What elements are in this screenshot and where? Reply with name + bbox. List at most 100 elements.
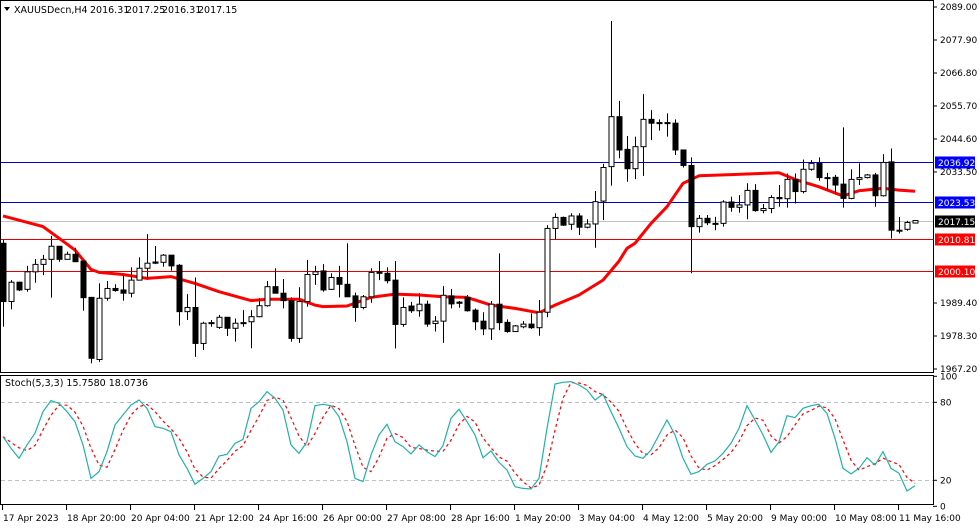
- candle[interactable]: [24, 265, 31, 292]
- candle[interactable]: [592, 190, 599, 248]
- candle[interactable]: [728, 196, 735, 212]
- candle[interactable]: [448, 289, 455, 309]
- candle[interactable]: [488, 300, 495, 340]
- candle[interactable]: [656, 119, 663, 131]
- candle[interactable]: [512, 325, 519, 333]
- candle[interactable]: [432, 316, 439, 332]
- candle[interactable]: [280, 278, 287, 309]
- candle[interactable]: [200, 321, 207, 350]
- candle[interactable]: [56, 245, 63, 262]
- candle[interactable]: [800, 159, 807, 194]
- candle[interactable]: [744, 183, 751, 220]
- candle[interactable]: [136, 257, 143, 281]
- candle[interactable]: [576, 213, 583, 235]
- candle[interactable]: [824, 172, 831, 191]
- candle[interactable]: [888, 148, 895, 239]
- candle[interactable]: [896, 216, 903, 234]
- candle[interactable]: [632, 136, 639, 180]
- candle[interactable]: [840, 127, 847, 208]
- candle[interactable]: [584, 219, 591, 229]
- candle[interactable]: [216, 314, 223, 329]
- candle[interactable]: [376, 261, 383, 281]
- candle[interactable]: [320, 264, 327, 292]
- candle[interactable]: [176, 264, 183, 326]
- stochastic-panel[interactable]: Stoch(5,3,3) 15.7580 18.0736: [0, 375, 934, 505]
- candle[interactable]: [536, 300, 543, 336]
- candle[interactable]: [664, 113, 671, 137]
- candle[interactable]: [400, 297, 407, 327]
- candle[interactable]: [8, 280, 15, 310]
- candle[interactable]: [848, 169, 855, 200]
- candle[interactable]: [480, 312, 487, 336]
- candle[interactable]: [464, 294, 471, 312]
- candle[interactable]: [904, 220, 911, 231]
- candle[interactable]: [96, 283, 103, 362]
- collapse-triangle-icon[interactable]: [4, 7, 10, 11]
- candle[interactable]: [360, 294, 367, 310]
- candle[interactable]: [912, 220, 919, 224]
- candle[interactable]: [224, 316, 231, 337]
- candle[interactable]: [88, 296, 95, 364]
- candle[interactable]: [672, 119, 679, 156]
- candle[interactable]: [272, 268, 279, 294]
- candle[interactable]: [192, 277, 199, 357]
- candle[interactable]: [752, 184, 759, 212]
- candle[interactable]: [528, 313, 535, 329]
- candle[interactable]: [552, 213, 559, 240]
- candle[interactable]: [80, 260, 87, 311]
- candle[interactable]: [112, 284, 119, 292]
- candle[interactable]: [40, 254, 47, 276]
- candle[interactable]: [296, 287, 303, 343]
- candle[interactable]: [408, 301, 415, 313]
- candle[interactable]: [256, 298, 263, 318]
- candle[interactable]: [832, 174, 839, 195]
- price-panel[interactable]: XAUUSDecn,H4 2016.31 2017.25 2016.31 201…: [0, 0, 934, 373]
- candle[interactable]: [600, 163, 607, 221]
- candle[interactable]: [104, 281, 111, 301]
- candle[interactable]: [504, 319, 511, 333]
- candle[interactable]: [616, 100, 623, 159]
- candle[interactable]: [696, 215, 703, 233]
- candle[interactable]: [640, 94, 647, 176]
- candle[interactable]: [608, 20, 615, 186]
- candle[interactable]: [312, 265, 319, 285]
- candle[interactable]: [344, 243, 351, 298]
- candle[interactable]: [64, 251, 71, 260]
- candle[interactable]: [416, 293, 423, 317]
- candle[interactable]: [456, 300, 463, 308]
- candle[interactable]: [776, 185, 783, 207]
- candle[interactable]: [336, 265, 343, 298]
- candle[interactable]: [248, 310, 255, 349]
- candle[interactable]: [240, 310, 247, 327]
- candle[interactable]: [792, 173, 799, 204]
- candle[interactable]: [736, 195, 743, 213]
- candle[interactable]: [648, 110, 655, 141]
- candle[interactable]: [184, 294, 191, 320]
- candle[interactable]: [0, 239, 7, 327]
- candle[interactable]: [760, 204, 767, 214]
- candle[interactable]: [680, 149, 687, 168]
- candle[interactable]: [560, 216, 567, 227]
- candle[interactable]: [152, 245, 159, 265]
- candle[interactable]: [120, 275, 127, 301]
- candle[interactable]: [880, 154, 887, 197]
- candle[interactable]: [472, 308, 479, 331]
- candle[interactable]: [144, 234, 151, 280]
- candle[interactable]: [72, 247, 79, 263]
- candle[interactable]: [816, 157, 823, 181]
- candle[interactable]: [368, 268, 375, 303]
- candle[interactable]: [856, 163, 863, 186]
- candle[interactable]: [288, 297, 295, 342]
- candle[interactable]: [544, 225, 551, 318]
- candle[interactable]: [688, 157, 695, 274]
- candle[interactable]: [424, 300, 431, 327]
- candle[interactable]: [384, 267, 391, 284]
- candle[interactable]: [496, 253, 503, 331]
- candle[interactable]: [328, 273, 335, 290]
- candle[interactable]: [784, 173, 791, 208]
- candle[interactable]: [352, 292, 359, 322]
- candle[interactable]: [704, 215, 711, 226]
- candle[interactable]: [624, 135, 631, 182]
- candle[interactable]: [808, 160, 815, 171]
